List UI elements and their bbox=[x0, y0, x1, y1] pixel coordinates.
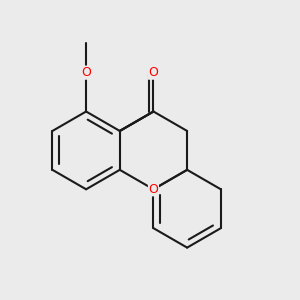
Text: O: O bbox=[148, 183, 158, 196]
Text: O: O bbox=[81, 66, 91, 79]
Text: O: O bbox=[148, 66, 158, 79]
